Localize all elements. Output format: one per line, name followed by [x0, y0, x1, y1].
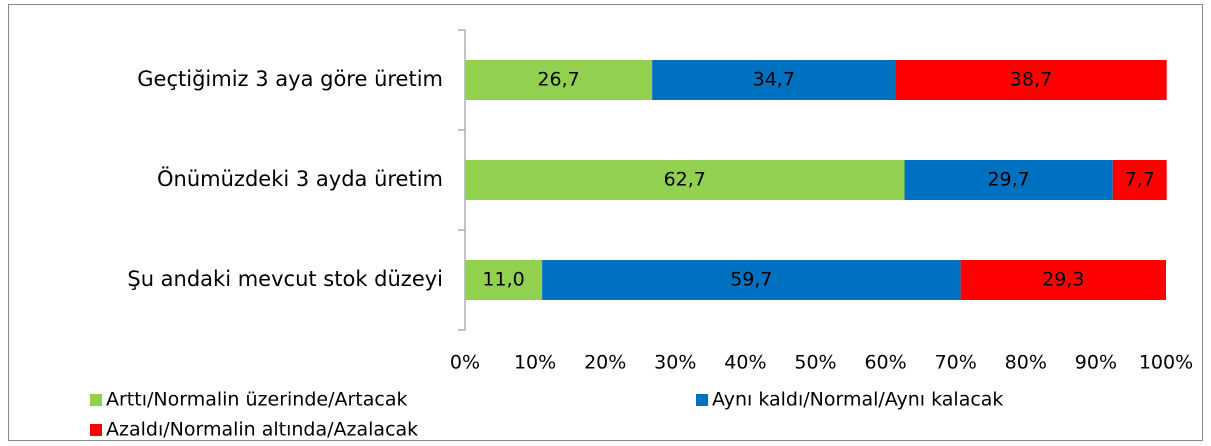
data-label: 34,7: [753, 69, 795, 91]
bar-segment: [542, 260, 961, 300]
y-tick-label: Önümüzdeki 3 ayda üretim: [157, 166, 443, 191]
bar-segment: [1112, 160, 1167, 200]
data-label: 38,7: [1010, 69, 1052, 91]
data-label: 29,7: [987, 169, 1029, 191]
x-tick-label: 40%: [724, 352, 766, 374]
x-tick-label: 80%: [1005, 352, 1047, 374]
bar-segment: [904, 160, 1113, 200]
x-tick-label: 50%: [794, 352, 836, 374]
x-tick-label: 20%: [584, 352, 626, 374]
data-label: 59,7: [730, 269, 772, 291]
x-tick-label: 100%: [1139, 352, 1193, 374]
bar-segment: [895, 60, 1167, 100]
x-tick-label: 60%: [864, 352, 906, 374]
data-label: 62,7: [664, 169, 706, 191]
x-tick-label: 0%: [450, 352, 480, 374]
legend-swatch: [696, 394, 708, 406]
bar-segment: [465, 60, 653, 100]
x-tick-label: 90%: [1075, 352, 1117, 374]
bar-segment: [465, 160, 905, 200]
data-label: 29,3: [1042, 269, 1084, 291]
legend-label: Azaldı/Normalin altında/Azalacak: [106, 419, 418, 441]
bar-segment: [465, 260, 543, 300]
x-tick-label: 70%: [935, 352, 977, 374]
bar-segment: [960, 260, 1166, 300]
x-tick-label: 10%: [514, 352, 556, 374]
legend-swatch: [90, 424, 102, 436]
legend-label: Aynı kaldı/Normal/Aynı kalacak: [712, 389, 1003, 411]
legend-label: Arttı/Normalin üzerinde/Artacak: [106, 389, 407, 411]
data-label: 11,0: [482, 269, 524, 291]
legend-swatch: [90, 394, 102, 406]
y-tick-label: Geçtiğimiz 3 aya göre üretim: [137, 67, 443, 91]
data-label: 26,7: [537, 69, 579, 91]
y-tick-label: Şu andaki mevcut stok düzeyi: [127, 267, 443, 291]
x-tick-label: 30%: [654, 352, 696, 374]
bar-segment: [652, 60, 896, 100]
data-label: 7,7: [1125, 169, 1155, 191]
